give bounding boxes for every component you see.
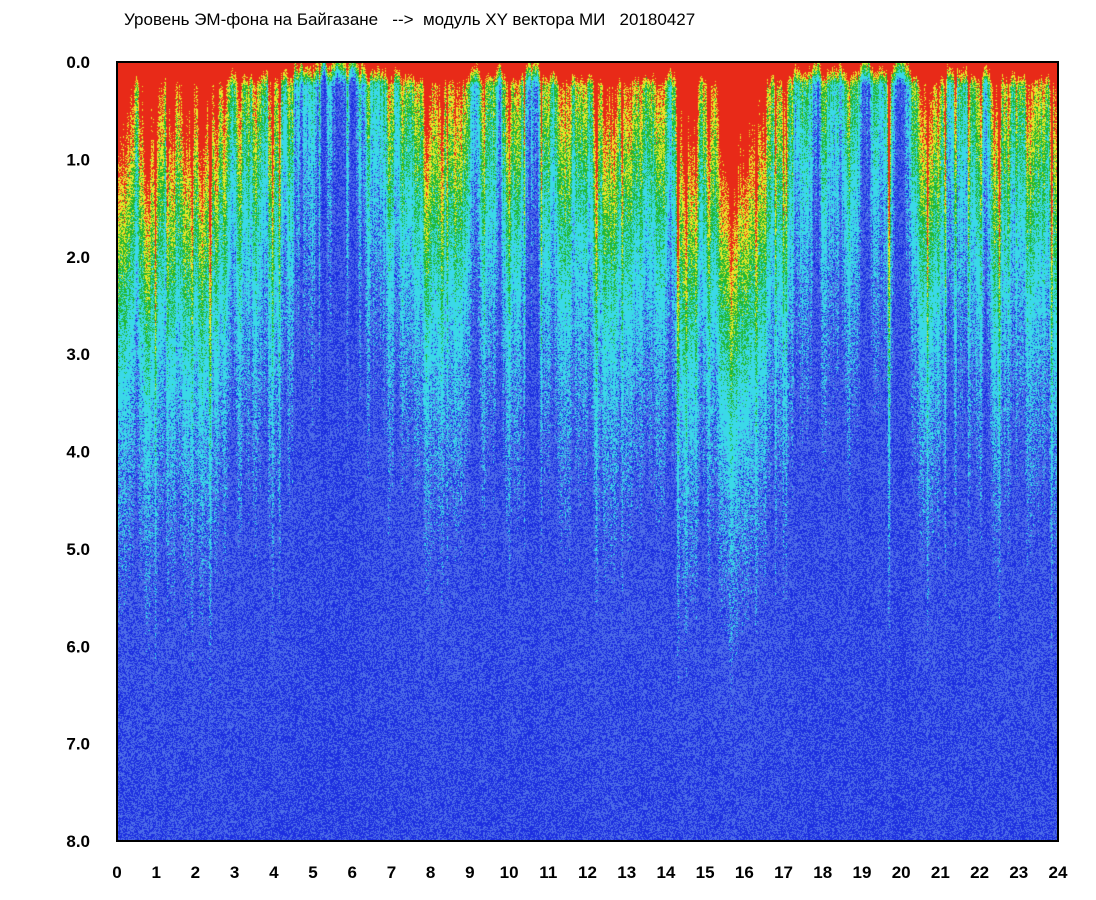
y-tick-label: 7.0	[66, 735, 90, 754]
x-tick-label: 4	[269, 863, 279, 882]
y-tick-label: 2.0	[66, 248, 90, 267]
x-tick-label: 16	[735, 863, 754, 882]
x-tick-label: 24	[1049, 863, 1068, 882]
x-tick-label: 15	[696, 863, 715, 882]
x-tick-label: 5	[308, 863, 317, 882]
x-tick-label: 13	[617, 863, 636, 882]
x-tick-label: 1	[151, 863, 160, 882]
spectrogram-heatmap	[117, 62, 1058, 841]
x-tick-label: 8	[426, 863, 435, 882]
chart-title: Уровень ЭМ-фона на Байгазане --> модуль …	[124, 10, 696, 29]
y-tick-label: 4.0	[66, 443, 90, 462]
x-tick-label: 10	[500, 863, 519, 882]
x-tick-label: 17	[774, 863, 793, 882]
x-tick-label: 11	[539, 863, 557, 882]
x-tick-label: 3	[230, 863, 239, 882]
x-tick-label: 22	[970, 863, 989, 882]
plot-frame	[116, 61, 1059, 842]
x-tick-label: 12	[578, 863, 597, 882]
x-tick-label: 6	[348, 863, 357, 882]
x-tick-label: 0	[112, 863, 121, 882]
x-tick-label: 21	[931, 863, 950, 882]
y-tick-label: 1.0	[66, 150, 90, 169]
y-axis: 0.0 1.0 2.0 3.0 4.0 5.0 6.0 7.0 8.0	[66, 53, 90, 851]
x-tick-label: 23	[1009, 863, 1028, 882]
x-tick-label: 14	[656, 863, 675, 882]
x-tick-label: 7	[387, 863, 396, 882]
y-tick-label: 6.0	[66, 637, 90, 656]
y-tick-label: 3.0	[66, 345, 90, 364]
x-axis: 0 1 2 3 4 5 6 7 8 9 10 11 12 13 14 15 16 17 18 19 20 21 22 23 24	[112, 863, 1068, 882]
y-tick-label: 0.0	[66, 53, 90, 72]
x-tick-label: 20	[892, 863, 911, 882]
y-tick-label: 5.0	[66, 540, 90, 559]
x-tick-label: 18	[813, 863, 832, 882]
x-tick-label: 2	[191, 863, 200, 882]
x-tick-label: 19	[852, 863, 871, 882]
y-tick-label: 8.0	[66, 832, 90, 851]
x-tick-label: 9	[465, 863, 474, 882]
